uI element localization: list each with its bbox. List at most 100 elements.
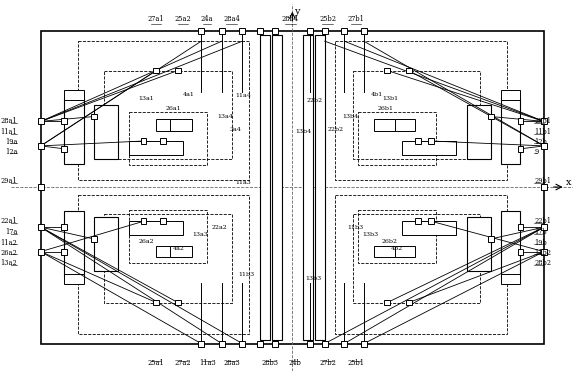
Text: 25a2: 25a2 — [174, 15, 191, 22]
Bar — [428, 218, 435, 224]
Bar — [501, 98, 521, 165]
Bar — [541, 249, 547, 255]
Bar — [335, 195, 507, 334]
Bar — [541, 224, 547, 230]
Text: 27a1: 27a1 — [148, 15, 165, 22]
Text: 13a3: 13a3 — [192, 231, 208, 237]
Bar — [239, 28, 245, 34]
Text: 27b1: 27b1 — [347, 15, 364, 22]
Text: 29a1: 29a1 — [1, 177, 17, 185]
Text: 28b4: 28b4 — [282, 15, 299, 22]
Text: 13b3: 13b3 — [305, 276, 321, 280]
Bar — [170, 246, 192, 258]
Bar — [38, 118, 44, 124]
Bar — [239, 341, 245, 346]
Bar — [488, 114, 494, 120]
Bar — [257, 28, 263, 34]
Text: 13a4: 13a4 — [217, 114, 233, 119]
Bar — [501, 90, 521, 100]
Bar — [428, 138, 435, 144]
Bar — [38, 249, 44, 255]
Bar — [160, 218, 166, 224]
Bar — [175, 300, 181, 306]
Text: 4b2: 4b2 — [391, 246, 403, 251]
Bar — [342, 341, 347, 346]
Bar — [219, 28, 225, 34]
Bar — [104, 214, 232, 303]
Bar — [104, 70, 232, 159]
Text: 13a2: 13a2 — [1, 260, 17, 267]
Text: 28b2: 28b2 — [534, 260, 551, 267]
Bar — [257, 341, 263, 346]
Bar — [321, 28, 328, 34]
Bar — [393, 246, 415, 258]
Bar — [129, 221, 183, 235]
Text: 24b: 24b — [289, 359, 302, 367]
Text: 27a2: 27a2 — [174, 359, 191, 367]
Bar — [415, 138, 421, 144]
Bar — [406, 300, 412, 306]
Bar — [61, 146, 67, 152]
Bar — [199, 28, 204, 34]
Bar — [342, 28, 347, 34]
Bar — [385, 68, 390, 74]
Bar — [467, 217, 491, 271]
Text: 13b4: 13b4 — [343, 114, 359, 119]
Bar — [129, 210, 207, 263]
Bar — [129, 112, 207, 165]
Text: 24a: 24a — [201, 15, 214, 22]
Bar — [374, 120, 395, 131]
Bar — [272, 341, 278, 346]
Text: y: y — [294, 7, 300, 16]
Text: 26a2: 26a2 — [139, 239, 154, 244]
Bar — [393, 120, 415, 131]
Text: 4b1: 4b1 — [371, 92, 383, 96]
Text: 13b4: 13b4 — [295, 129, 312, 134]
Bar — [501, 274, 521, 284]
Bar — [488, 236, 494, 242]
Bar — [361, 28, 367, 34]
Bar — [156, 246, 178, 258]
Bar — [153, 68, 159, 74]
Text: 28b1: 28b1 — [534, 117, 551, 125]
Text: 13b3: 13b3 — [362, 231, 378, 237]
Bar — [219, 341, 225, 346]
Bar — [361, 341, 367, 346]
Text: 4a2: 4a2 — [173, 246, 185, 251]
Text: 19b: 19b — [534, 239, 547, 247]
Bar — [91, 236, 96, 242]
Text: 28a1: 28a1 — [1, 117, 17, 125]
Bar — [64, 274, 84, 284]
Bar — [541, 118, 547, 124]
Text: 28a3: 28a3 — [223, 359, 240, 367]
Bar — [374, 246, 395, 258]
Text: 19a: 19a — [5, 138, 17, 146]
Bar — [78, 195, 249, 334]
Text: 26a2: 26a2 — [1, 249, 17, 256]
Text: 25b2: 25b2 — [319, 15, 336, 22]
Text: 4a1: 4a1 — [183, 92, 195, 96]
Text: 11a2: 11a2 — [1, 239, 17, 247]
Text: 22b2: 22b2 — [307, 98, 323, 104]
Bar — [307, 341, 313, 346]
Bar — [141, 138, 146, 144]
Bar — [353, 70, 480, 159]
Text: 12a: 12a — [5, 148, 17, 156]
Bar — [156, 120, 178, 131]
Bar — [129, 141, 183, 155]
Bar — [518, 146, 523, 152]
Bar — [64, 98, 84, 165]
Bar — [41, 32, 544, 344]
Text: 22a2: 22a2 — [212, 225, 228, 230]
Bar — [160, 138, 166, 144]
Bar — [272, 35, 282, 340]
Bar — [64, 90, 84, 100]
Bar — [415, 218, 421, 224]
Bar — [38, 143, 44, 149]
Text: 13b1: 13b1 — [382, 96, 398, 101]
Text: 22a1: 22a1 — [1, 217, 17, 225]
Text: 11b1: 11b1 — [534, 128, 551, 136]
Text: 17b: 17b — [534, 228, 547, 236]
Bar — [94, 217, 118, 271]
Bar — [38, 224, 44, 230]
